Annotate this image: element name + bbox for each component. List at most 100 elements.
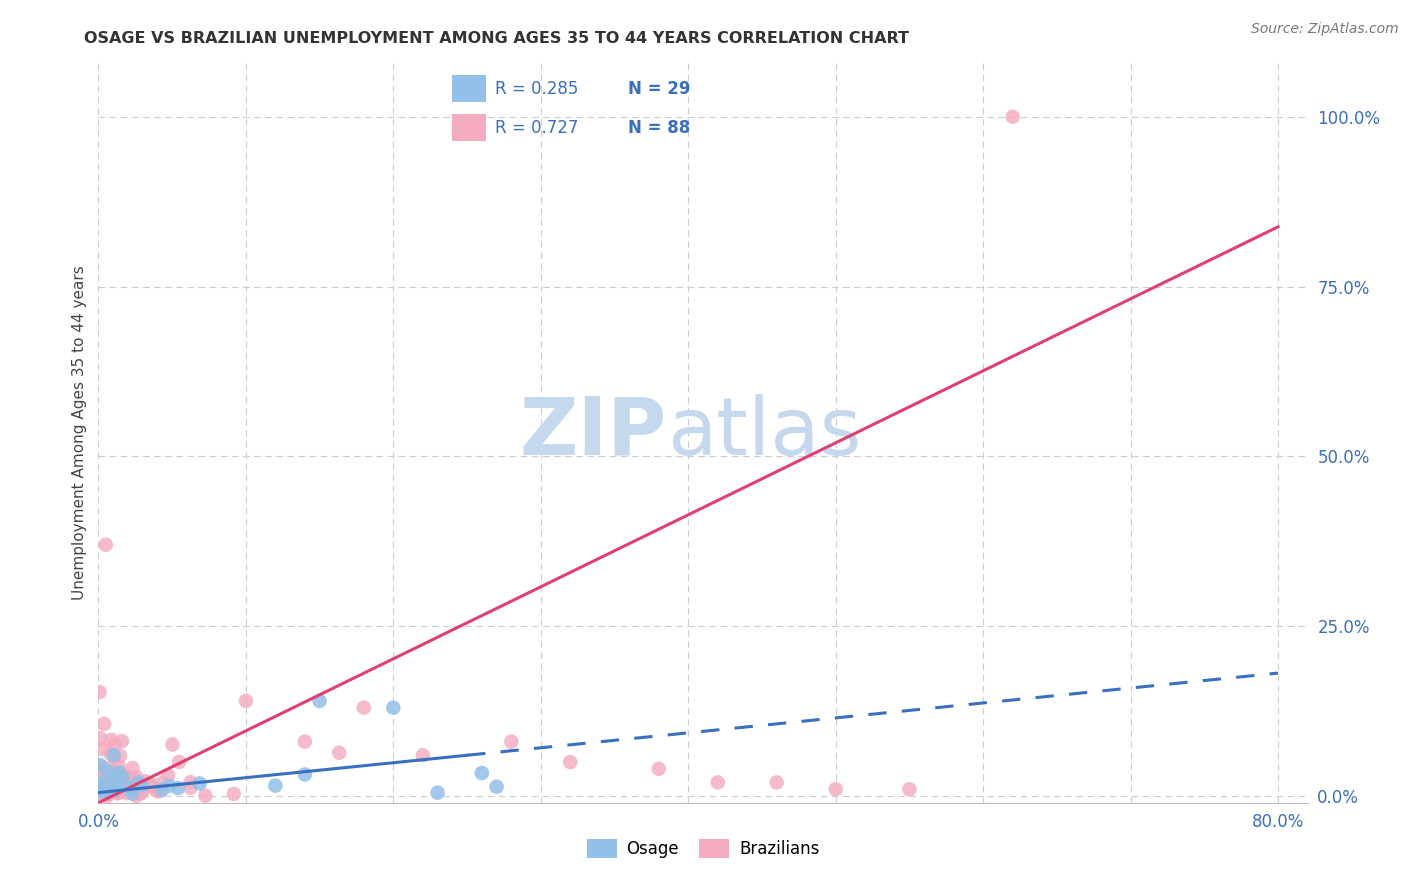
- Point: [124, 772, 146, 787]
- Point: [264, 779, 287, 793]
- Point: [90, 760, 112, 774]
- Point: [93, 771, 115, 785]
- Point: [89, 685, 111, 699]
- Point: [87, 781, 110, 796]
- Point: [98, 776, 121, 790]
- Point: [100, 781, 122, 796]
- Point: [98, 747, 121, 761]
- Point: [110, 769, 132, 783]
- Point: [101, 781, 124, 796]
- Point: [308, 694, 330, 708]
- Point: [107, 758, 129, 772]
- Point: [96, 785, 118, 799]
- Point: [294, 734, 316, 748]
- Point: [159, 779, 181, 793]
- Point: [167, 781, 190, 796]
- Point: [353, 700, 375, 714]
- Point: [94, 784, 117, 798]
- Text: OSAGE VS BRAZILIAN UNEMPLOYMENT AMONG AGES 35 TO 44 YEARS CORRELATION CHART: OSAGE VS BRAZILIAN UNEMPLOYMENT AMONG AG…: [84, 31, 910, 46]
- Point: [110, 772, 132, 787]
- Legend: Osage, Brazilians: Osage, Brazilians: [579, 832, 827, 865]
- Point: [125, 789, 148, 803]
- Point: [111, 734, 134, 748]
- Point: [96, 789, 118, 803]
- Point: [222, 787, 245, 801]
- Point: [107, 766, 129, 780]
- Point: [194, 789, 217, 803]
- Point: [98, 770, 121, 784]
- Point: [110, 770, 132, 784]
- Text: N = 88: N = 88: [628, 119, 690, 136]
- Point: [98, 761, 121, 775]
- Point: [108, 765, 131, 780]
- Point: [89, 775, 111, 789]
- Point: [114, 771, 136, 785]
- Point: [426, 786, 449, 800]
- Point: [131, 784, 153, 798]
- Point: [560, 755, 582, 769]
- Point: [471, 766, 494, 780]
- Text: atlas: atlas: [666, 393, 860, 472]
- Point: [91, 781, 114, 796]
- Point: [139, 778, 162, 792]
- Point: [135, 780, 157, 794]
- Point: [142, 780, 165, 794]
- Point: [96, 786, 118, 800]
- Point: [104, 765, 127, 780]
- Point: [131, 778, 153, 792]
- Point: [104, 784, 127, 798]
- Point: [100, 732, 122, 747]
- Point: [706, 775, 728, 789]
- Point: [89, 780, 111, 794]
- Point: [145, 783, 167, 797]
- Point: [89, 758, 111, 772]
- Point: [485, 780, 508, 794]
- Point: [105, 778, 128, 792]
- Point: [108, 748, 131, 763]
- Point: [180, 775, 202, 789]
- Point: [90, 731, 112, 746]
- Point: [115, 769, 138, 783]
- Point: [188, 776, 211, 790]
- Text: R = 0.727: R = 0.727: [495, 119, 579, 136]
- Point: [93, 717, 115, 731]
- Point: [114, 780, 136, 794]
- Point: [89, 784, 111, 798]
- Point: [89, 778, 111, 792]
- Point: [87, 769, 110, 783]
- Point: [91, 742, 114, 756]
- Point: [107, 786, 129, 800]
- Point: [104, 780, 127, 794]
- Point: [89, 765, 111, 780]
- Point: [91, 772, 114, 786]
- Point: [129, 784, 152, 798]
- Point: [94, 788, 117, 802]
- Point: [108, 765, 131, 780]
- Bar: [453, 76, 486, 103]
- Point: [103, 783, 125, 797]
- Y-axis label: Unemployment Among Ages 35 to 44 years: Unemployment Among Ages 35 to 44 years: [72, 265, 87, 600]
- Point: [235, 694, 257, 708]
- Text: R = 0.285: R = 0.285: [495, 79, 579, 97]
- Point: [128, 775, 150, 789]
- Point: [121, 761, 143, 775]
- Point: [94, 538, 117, 552]
- Point: [134, 774, 156, 789]
- Point: [412, 748, 434, 763]
- Point: [91, 764, 114, 778]
- Point: [162, 738, 184, 752]
- Point: [167, 755, 190, 769]
- Point: [96, 764, 118, 779]
- Point: [150, 782, 173, 797]
- Point: [152, 776, 174, 790]
- Point: [115, 771, 138, 785]
- Point: [117, 781, 139, 796]
- Point: [128, 786, 150, 800]
- Point: [103, 750, 125, 764]
- Text: ZIP: ZIP: [519, 393, 666, 472]
- Point: [104, 737, 127, 751]
- Point: [501, 734, 523, 748]
- Point: [765, 775, 787, 789]
- Text: Source: ZipAtlas.com: Source: ZipAtlas.com: [1251, 22, 1399, 37]
- Point: [94, 774, 117, 789]
